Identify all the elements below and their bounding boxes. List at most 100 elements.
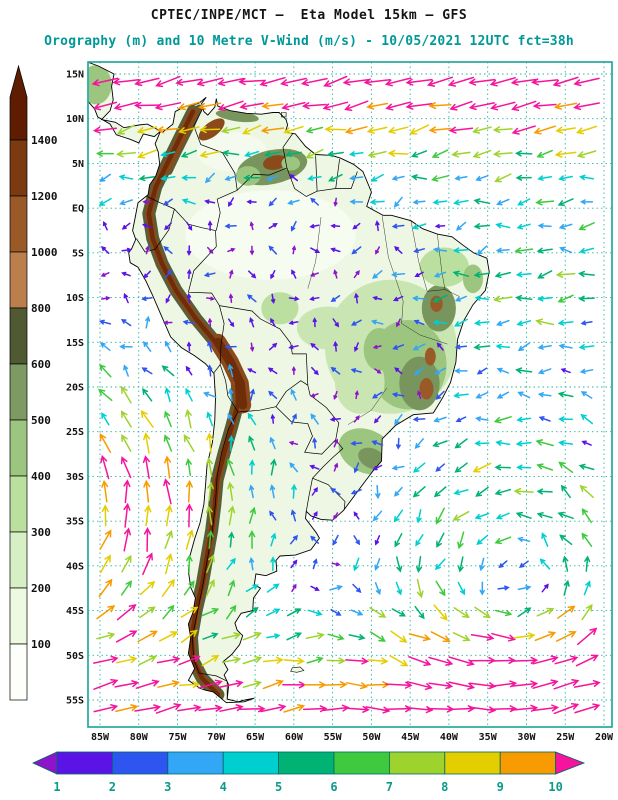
wind-arrow [414, 438, 424, 450]
wind-arrow [560, 368, 571, 374]
wind-arrow [557, 605, 576, 619]
wind-arrow [310, 197, 320, 206]
wind-arrow [135, 679, 160, 689]
wind-arrow [454, 175, 468, 181]
state-border-line [410, 220, 428, 292]
wind-arrow [454, 344, 468, 350]
wind-arrow [123, 527, 132, 552]
wind-arrow [537, 270, 553, 279]
wind-arrow [492, 126, 513, 134]
country-border-line [219, 305, 225, 365]
wind-arrow [100, 246, 110, 255]
wind-arrow [113, 101, 139, 111]
wind-arrow [491, 656, 516, 665]
wind-arrow [185, 387, 193, 402]
wind-arrow [121, 385, 132, 404]
wind-arrow [228, 387, 234, 402]
country-border-line [187, 246, 220, 306]
wind-bar-band [499, 751, 557, 775]
andes-ridge [167, 106, 201, 173]
country-border-line [282, 132, 294, 168]
wind-arrow [288, 320, 299, 325]
wind-arrow [541, 532, 549, 547]
wind-scale-label: 1 [53, 780, 60, 794]
wind-arrow [468, 78, 496, 86]
orography-patch [261, 292, 299, 325]
wind-arrow [116, 150, 136, 158]
wind-arrow [179, 681, 201, 689]
wind-arrow [473, 271, 491, 278]
wind-arrow [221, 656, 242, 664]
wind-arrow [184, 408, 192, 429]
wind-arrow [98, 578, 113, 598]
wind-arrow [269, 436, 276, 450]
wind-arrow [139, 580, 156, 596]
lon-tick-label: 45W [401, 732, 420, 743]
wind-arrow [492, 150, 513, 158]
wind-arrow [537, 392, 552, 398]
wind-arrow [116, 656, 138, 664]
wind-arrow [187, 268, 192, 280]
wind-arrow [310, 247, 321, 254]
wind-arrow [414, 605, 425, 620]
wind-arrow [333, 197, 338, 208]
wind-arrow [268, 245, 278, 255]
wind-arrow [366, 102, 389, 110]
wind-arrow [428, 656, 454, 666]
wind-arrow [186, 245, 192, 257]
wind-arrow [333, 462, 339, 472]
wind-arrow [161, 578, 175, 597]
orography-patch [363, 327, 395, 371]
wind-arrow [514, 247, 534, 254]
wind-arrow [238, 77, 266, 86]
wind-arrow [324, 681, 348, 689]
wind-arrow [268, 197, 277, 207]
wind-arrow [160, 151, 176, 158]
wind-arrow [326, 657, 346, 665]
wind-arrow [289, 174, 299, 182]
wind-arrow [580, 391, 593, 399]
wind-arrow [165, 504, 173, 527]
wind-arrow [369, 199, 385, 205]
country-border-line [219, 305, 309, 386]
wind-arrow [203, 391, 217, 398]
wind-arrow [333, 340, 338, 352]
wind-arrow [301, 102, 327, 110]
wind-arrow [453, 318, 468, 327]
wind-arrow [510, 78, 537, 86]
wind-arrow [576, 125, 598, 135]
wind-arrow [415, 555, 423, 573]
wind-arrow [330, 608, 342, 616]
wind-arrow [307, 609, 323, 617]
orography-patch [263, 155, 288, 170]
wind-arrow [405, 102, 433, 110]
wind-arrow [268, 390, 278, 400]
wind-arrow [396, 318, 401, 328]
wind-arrow [452, 247, 469, 254]
wind-arrow [391, 392, 405, 398]
wind-arrow [474, 606, 491, 619]
wind-arrow [270, 317, 276, 327]
wind-arrow [123, 364, 129, 377]
wind-arrow [449, 100, 473, 111]
wind-arrow [350, 368, 362, 373]
wind-arrow [143, 341, 152, 352]
wind-arrow [349, 199, 364, 205]
wind-arrow [291, 413, 297, 425]
wind-arrow [286, 608, 302, 617]
wind-arrow [394, 533, 403, 548]
wind-arrow [454, 438, 468, 449]
wind-arrow [311, 366, 319, 376]
wind-arrow [199, 150, 220, 158]
wind-arrow [393, 196, 403, 208]
lon-tick-label: 35W [479, 732, 498, 743]
wind-arrow [472, 126, 492, 134]
wind-arrow [573, 102, 600, 111]
wind-arrow [354, 390, 359, 400]
wind-arrow [140, 410, 154, 428]
wind-arrow [112, 78, 140, 86]
wind-arrow [385, 101, 411, 111]
wind-arrow [283, 704, 306, 713]
wind-arrow [552, 76, 579, 87]
wind-arrow [228, 434, 235, 451]
